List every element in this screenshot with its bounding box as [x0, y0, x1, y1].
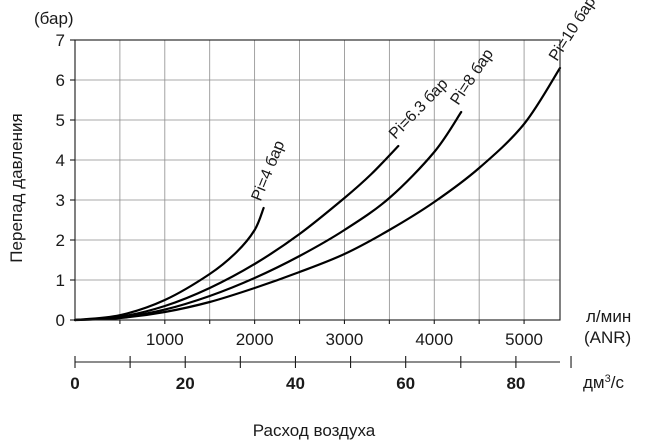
x-axis-unit-secondary-text: дм — [583, 373, 605, 392]
x-tick-label-secondary: 80 — [506, 374, 525, 393]
y-tick-label: 7 — [56, 31, 65, 50]
y-axis-label: Перепад давления — [7, 113, 26, 262]
series-curve — [73, 206, 265, 322]
x-axis-unit-secondary-superscript: 3 — [605, 373, 611, 385]
x-axis-unit-primary-note: (ANR) — [584, 328, 631, 347]
x-axis-unit-secondary-rest: /с — [611, 373, 625, 392]
x-tick-label-secondary: 0 — [70, 374, 79, 393]
series-curve — [73, 144, 400, 322]
y-tick-label: 0 — [56, 311, 65, 330]
x-axis-unit-primary: л/мин — [586, 307, 631, 326]
axis-ticks: 0 1 2 3 4 5 6 7 1000 2000 3000 4000 5000 0 20 40 60 80 — [56, 31, 572, 393]
y-tick-label: 5 — [56, 111, 65, 130]
plot-frame — [74, 39, 561, 321]
x-tick-label-primary: 3000 — [326, 330, 364, 349]
series-label: Pi=10 бар — [546, 0, 599, 64]
y-tick-label: 1 — [56, 271, 65, 290]
x-tick-label-secondary: 40 — [286, 374, 305, 393]
grid — [75, 40, 560, 320]
x-tick-label-secondary: 20 — [176, 374, 195, 393]
y-tick-label: 4 — [56, 151, 65, 170]
series-label: Pi=8 бар — [447, 46, 497, 108]
series-label: Pi=6.3 бар — [386, 76, 452, 143]
series-curve — [73, 66, 562, 322]
x-axis-unit-secondary: дм3/с — [583, 373, 624, 392]
x-tick-label-primary: 5000 — [505, 330, 543, 349]
x-tick-label-primary: 1000 — [146, 330, 184, 349]
y-tick-label: 3 — [56, 191, 65, 210]
x-tick-label-primary: 4000 — [415, 330, 453, 349]
y-tick-label: 6 — [56, 71, 65, 90]
x-tick-label-secondary: 60 — [396, 374, 415, 393]
y-axis-unit: (бар) — [34, 9, 74, 28]
series-curve — [73, 110, 463, 322]
x-axis-label: Расход воздуха — [253, 421, 376, 440]
x-tick-label-primary: 2000 — [236, 330, 274, 349]
y-tick-label: 2 — [56, 231, 65, 250]
